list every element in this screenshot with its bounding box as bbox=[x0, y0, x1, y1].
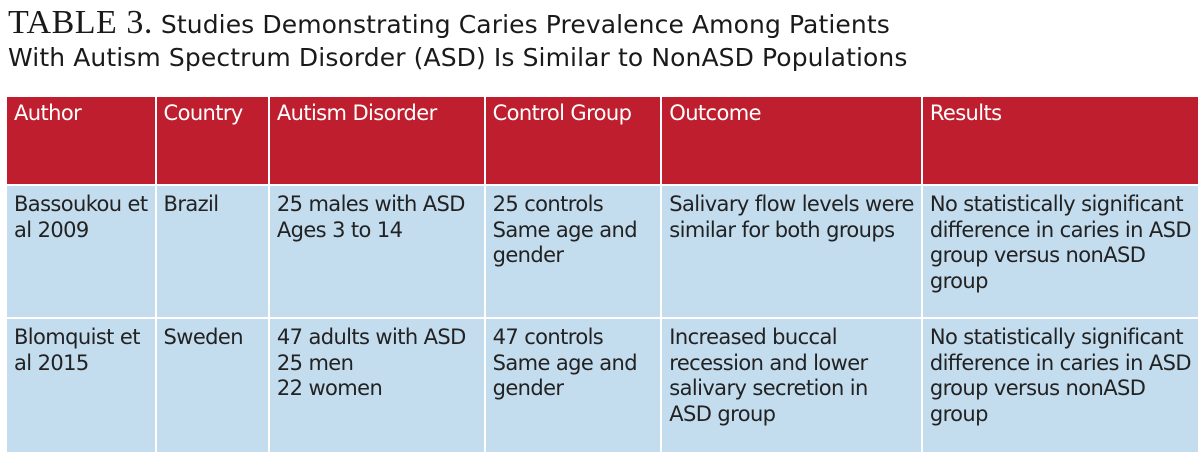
header-autism-disorder: Autism Disorder bbox=[269, 97, 484, 184]
table-row: Blomquist et al 2015 Sweden 47 adults wi… bbox=[7, 319, 1198, 452]
cell-line: No statistically significant bbox=[929, 192, 1184, 216]
cell-results: No statistically significant difference … bbox=[922, 186, 1198, 317]
cell-line: difference in caries in ASD bbox=[929, 217, 1192, 242]
cell-line: 25 males with ASD bbox=[276, 192, 466, 216]
cell-line: ASD group bbox=[669, 401, 776, 426]
studies-table: Author Country Autism Disorder Control G… bbox=[5, 95, 1200, 454]
cell-line: No statistically significant bbox=[929, 325, 1184, 349]
cell-line: group bbox=[929, 268, 989, 293]
cell-line: Same age and bbox=[492, 217, 638, 242]
table-row: Bassoukou et al 2009 Brazil 25 males wit… bbox=[7, 186, 1198, 317]
cell-line: salivary secretion in bbox=[669, 376, 868, 400]
header-author: Author bbox=[7, 97, 155, 184]
cell-line: 25 men bbox=[276, 350, 354, 375]
cell-line: gender bbox=[492, 243, 564, 267]
cell-line: similar for both groups bbox=[669, 217, 895, 242]
cell-author: Bassoukou et al 2009 bbox=[7, 186, 155, 317]
cell-line: Salivary flow levels were bbox=[669, 192, 914, 216]
cell-line: Increased buccal bbox=[669, 325, 837, 349]
cell-line: Brazil bbox=[163, 192, 220, 216]
header-country: Country bbox=[156, 97, 268, 184]
cell-line: recession and lower bbox=[669, 350, 868, 375]
cell-line: 47 adults with ASD bbox=[276, 325, 466, 349]
cell-line: group bbox=[929, 401, 989, 426]
cell-country: Sweden bbox=[156, 319, 268, 452]
cell-author: Blomquist et al 2015 bbox=[7, 319, 155, 452]
cell-control-group: 47 controls Same age and gender bbox=[485, 319, 661, 452]
cell-line: difference in caries in ASD bbox=[929, 350, 1192, 375]
cell-line: group versus nonASD bbox=[929, 376, 1146, 400]
cell-line: Blomquist et bbox=[14, 325, 140, 349]
cell-line: al 2015 bbox=[14, 350, 89, 375]
cell-line: gender bbox=[492, 376, 564, 400]
cell-line: al 2009 bbox=[14, 217, 89, 242]
caption-line-2: With Autism Spectrum Disorder (ASD) Is S… bbox=[8, 43, 908, 72]
cell-country: Brazil bbox=[156, 186, 268, 317]
table-number-label: TABLE 3. bbox=[8, 4, 153, 41]
cell-line: group versus nonASD bbox=[929, 243, 1146, 267]
header-outcome: Outcome bbox=[662, 97, 921, 184]
cell-line: Ages 3 to 14 bbox=[276, 217, 403, 242]
cell-control-group: 25 controls Same age and gender bbox=[485, 186, 661, 317]
cell-line: 25 controls bbox=[492, 192, 604, 216]
caption-text-1: Studies Demonstrating Caries Prevalence … bbox=[160, 10, 890, 39]
cell-results: No statistically significant difference … bbox=[922, 319, 1198, 452]
header-row: Author Country Autism Disorder Control G… bbox=[7, 97, 1198, 184]
cell-line: Bassoukou et bbox=[14, 192, 148, 216]
cell-line: Same age and bbox=[492, 350, 638, 375]
table-caption: TABLE 3. Studies Demonstrating Caries Pr… bbox=[8, 6, 1198, 74]
header-control-group: Control Group bbox=[485, 97, 661, 184]
cell-line: Sweden bbox=[163, 325, 244, 349]
cell-outcome: Increased buccal recession and lower sal… bbox=[662, 319, 921, 452]
cell-autism-disorder: 47 adults with ASD 25 men 22 women bbox=[269, 319, 484, 452]
header-results: Results bbox=[922, 97, 1198, 184]
cell-line: 47 controls bbox=[492, 325, 604, 349]
cell-line: 22 women bbox=[276, 376, 383, 400]
caption-line-1: TABLE 3. Studies Demonstrating Caries Pr… bbox=[8, 6, 1198, 41]
cell-autism-disorder: 25 males with ASD Ages 3 to 14 bbox=[269, 186, 484, 317]
cell-outcome: Salivary flow levels were similar for bo… bbox=[662, 186, 921, 317]
